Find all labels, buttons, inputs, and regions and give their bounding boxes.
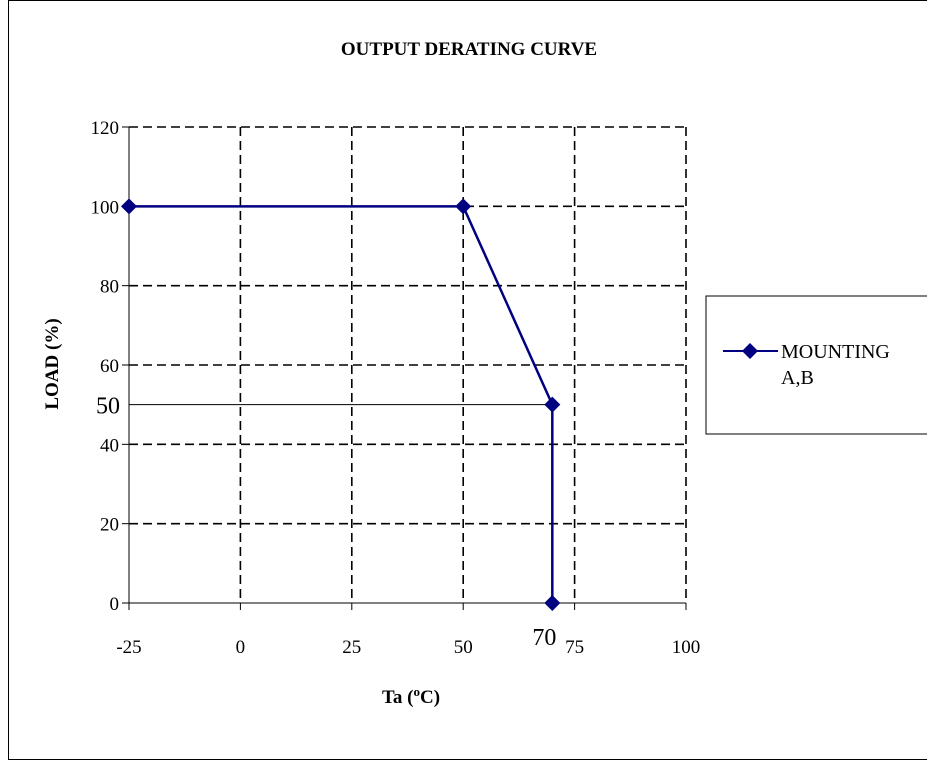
y-tick-label-60: 60 xyxy=(100,356,119,377)
y-tick-label-80: 80 xyxy=(100,277,119,298)
legend: MOUNTING A,B xyxy=(705,295,927,435)
x-tick-label--25: -25 xyxy=(116,637,141,658)
x-tick-label-100: 100 xyxy=(672,637,701,658)
y-axis: 0 20 40 60 80 100 120 50 xyxy=(91,118,129,615)
plot-area xyxy=(128,127,686,604)
x-axis-label: Ta (oC) xyxy=(382,684,440,709)
x-tick-label-0: 0 xyxy=(236,637,246,658)
y-tick-label-extra-50: 50 xyxy=(96,394,120,420)
chart-title: OUTPUT DERATING CURVE xyxy=(341,39,597,60)
y-tick-label-20: 20 xyxy=(100,515,119,536)
data-point-0-2 xyxy=(544,396,561,413)
grid-lines xyxy=(129,126,687,603)
legend-swatch-marker xyxy=(742,343,758,359)
data-point-0-0 xyxy=(121,198,137,215)
legend-label-line2: A,B xyxy=(781,367,814,389)
data-point-0-3 xyxy=(544,595,561,611)
derating-chart: OUTPUT DERATING CURVE 02040608010012050 … xyxy=(42,39,927,709)
legend-box xyxy=(705,295,927,435)
data-point-0-1 xyxy=(455,198,472,215)
x-tick-label-75: 75 xyxy=(565,637,584,658)
x-tick-label-25: 25 xyxy=(342,637,361,658)
y-axis-label: LOAD (%) xyxy=(42,318,63,409)
series-layer xyxy=(121,198,561,611)
legend-label-line1: MOUNTING xyxy=(781,341,890,363)
y-tick-label-100: 100 xyxy=(91,197,120,218)
x-axis: -25 0 25 50 75 100 70 xyxy=(116,603,700,658)
x-axis-label-sup: o xyxy=(413,684,420,699)
x-axis-label-main: Ta ( xyxy=(382,687,414,708)
series-line-0 xyxy=(129,205,554,603)
y-tick-label-40: 40 xyxy=(100,435,119,456)
y-tick-label-0: 0 xyxy=(110,594,120,615)
x-tick-label-50: 50 xyxy=(454,637,473,658)
x-axis-label-unit: C) xyxy=(420,687,440,708)
y-tick-label-120: 120 xyxy=(91,118,120,139)
x-tick-label-extra-70: 70 xyxy=(532,625,556,651)
